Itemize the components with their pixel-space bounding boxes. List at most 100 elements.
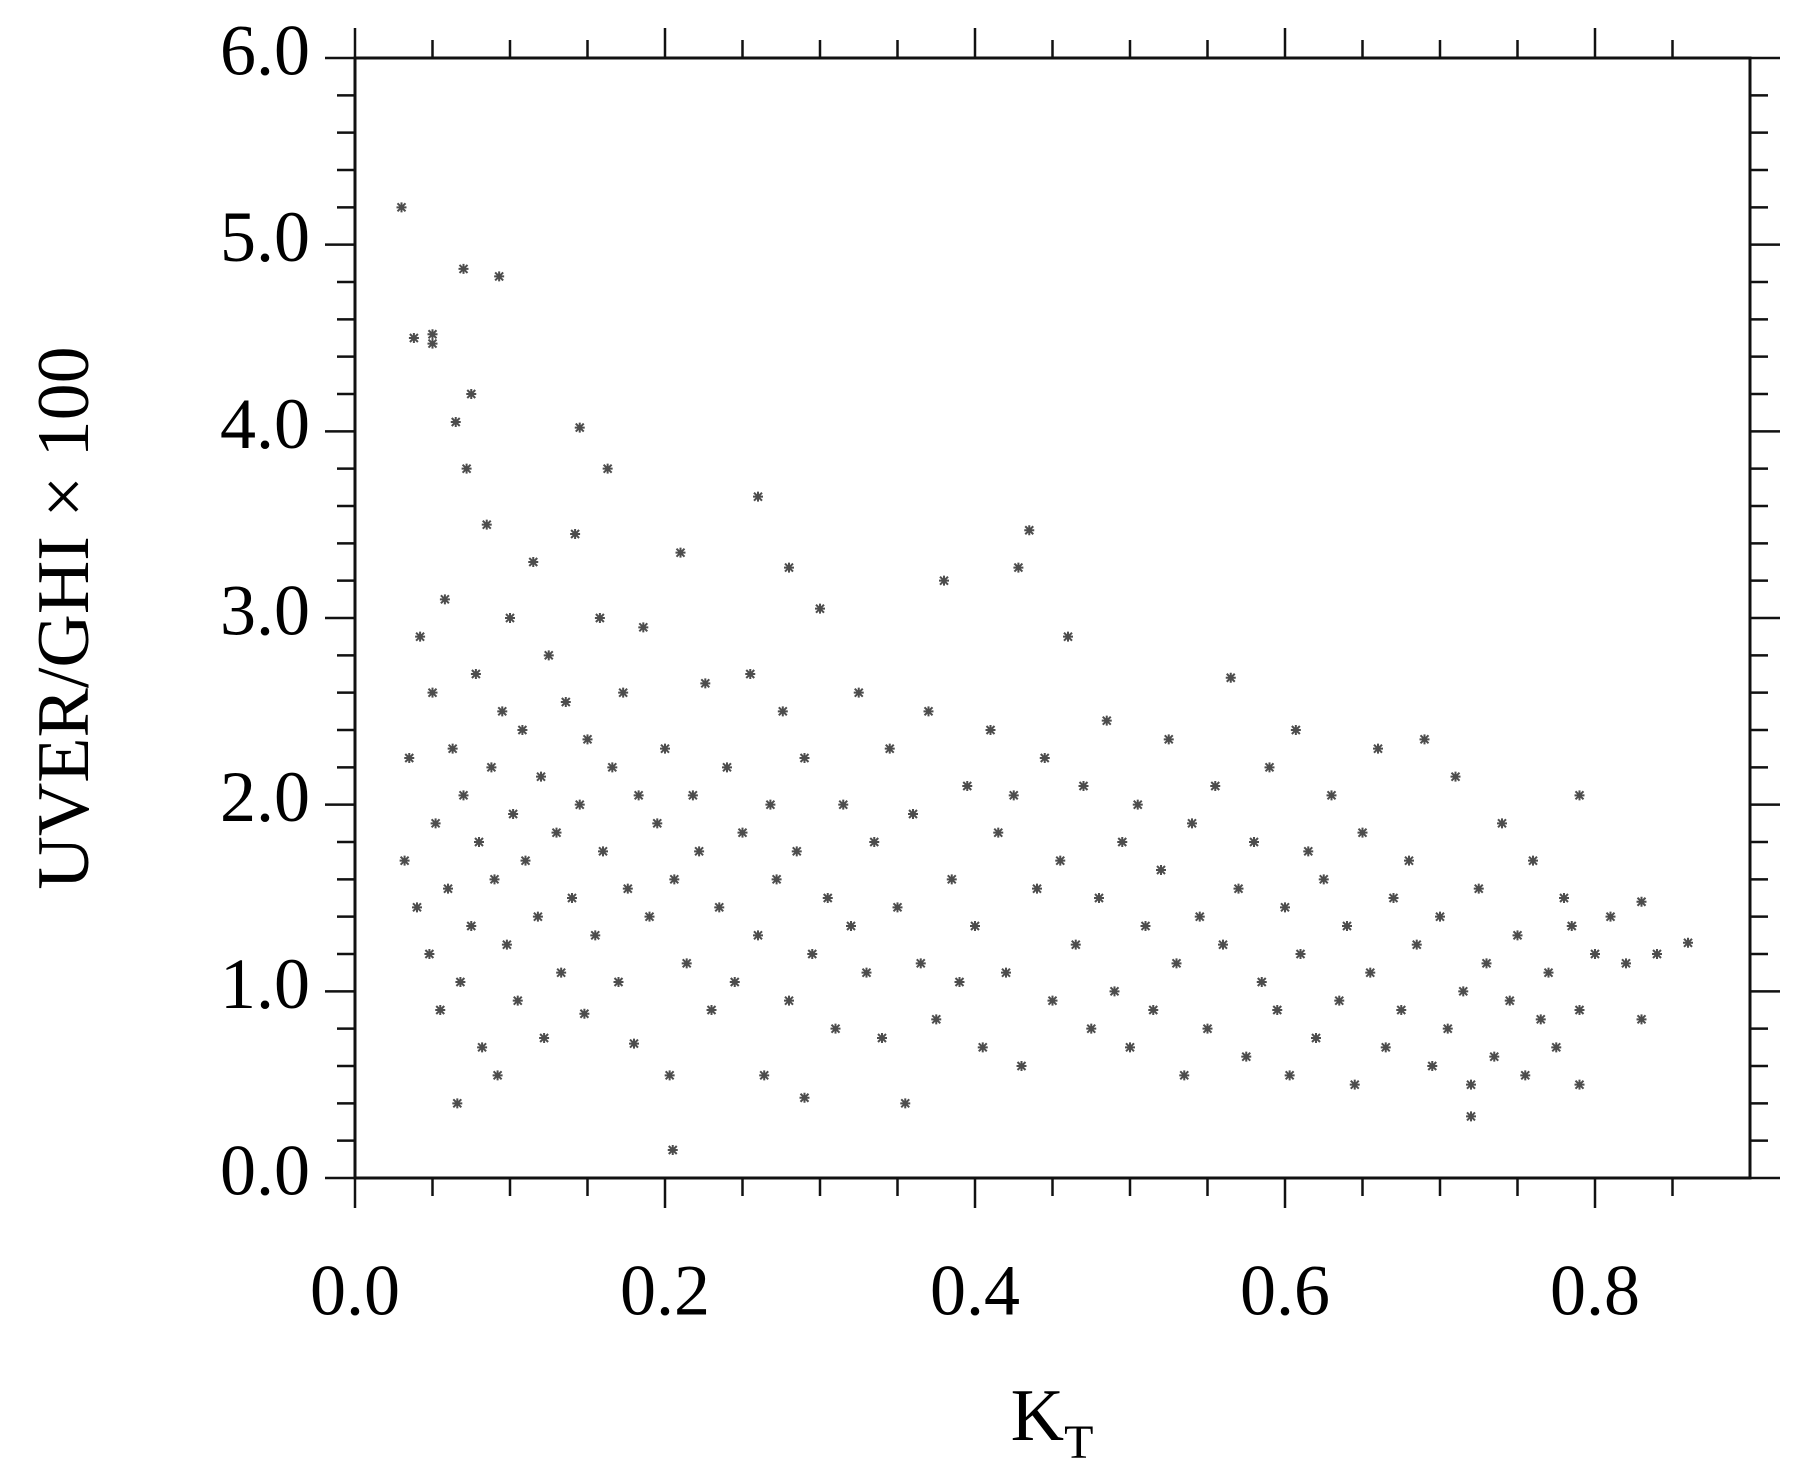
scatter-point	[869, 837, 880, 847]
scatter-point	[667, 1145, 678, 1155]
scatter-point	[570, 529, 581, 539]
scatter-point	[784, 995, 794, 1006]
scatter-point	[765, 799, 776, 810]
scatter-point	[629, 1038, 639, 1049]
scatter-point	[759, 1070, 770, 1081]
scatter-point	[915, 958, 926, 969]
scatter-point	[1256, 977, 1267, 987]
scatter-point	[954, 977, 965, 987]
scatter-point	[946, 874, 957, 885]
scatter-point	[1241, 1051, 1252, 1062]
scatter-point	[466, 921, 477, 931]
scatter-point	[1419, 734, 1430, 745]
y-axis-label: UVER/GHI × 100	[23, 346, 105, 889]
scatter-point	[993, 827, 1004, 838]
scatter-point	[443, 883, 453, 894]
scatter-point	[681, 958, 692, 969]
scatter-point	[508, 809, 519, 819]
x-tick-label: 0.4	[930, 1251, 1020, 1331]
y-tick-label: 4.0	[220, 384, 310, 464]
scatter-point	[1535, 1014, 1546, 1025]
scatter-point	[1326, 790, 1337, 801]
scatter-point	[1210, 781, 1221, 791]
scatter-point	[1156, 865, 1166, 875]
scatter-point	[497, 706, 508, 717]
scatter-point	[607, 762, 618, 773]
scatter-point	[644, 911, 655, 922]
scatter-point	[939, 575, 949, 586]
scatter-point	[1357, 827, 1368, 838]
scatter-point	[694, 846, 705, 857]
scatter-point	[1016, 1061, 1027, 1071]
scatter-point	[1284, 1070, 1295, 1081]
scatter-point	[528, 557, 539, 567]
scatter-point	[427, 687, 438, 698]
scatter-point	[1574, 1079, 1585, 1090]
scatter-point	[396, 202, 407, 213]
scatter-point	[492, 1070, 503, 1081]
scatter-point	[579, 1008, 590, 1019]
scatter-point	[1574, 1005, 1585, 1015]
scatter-point	[846, 921, 856, 931]
y-tick-label: 3.0	[220, 571, 310, 651]
scatter-point	[458, 790, 469, 801]
scatter-point	[1171, 958, 1182, 969]
y-tick-label: 5.0	[220, 197, 310, 277]
scatter-point	[486, 762, 497, 773]
scatter-point	[1233, 883, 1244, 894]
scatter-point	[714, 902, 725, 913]
plot-frame	[353, 56, 1752, 1180]
scatter-point	[1179, 1070, 1190, 1081]
scatter-point	[602, 463, 613, 474]
scatter-point	[1008, 790, 1019, 801]
scatter-point	[900, 1098, 911, 1109]
scatter-point	[622, 883, 633, 894]
scatter-point	[830, 1023, 841, 1034]
scatter-point	[1187, 818, 1197, 829]
scatter-point	[1652, 949, 1662, 959]
scatter-point	[807, 949, 818, 959]
x-axis-label-main: K	[1011, 1375, 1064, 1457]
scatter-point	[977, 1042, 988, 1053]
scatter-point	[985, 725, 996, 735]
scatter-point	[1380, 1042, 1391, 1053]
scatter-point	[1272, 1005, 1283, 1015]
scatter-point	[1396, 1005, 1407, 1015]
y-tick-label: 1.0	[220, 944, 310, 1024]
scatter-point	[970, 921, 980, 931]
scatter-point	[745, 669, 756, 679]
x-axis-label: KT	[1011, 1375, 1094, 1469]
scatter-point	[706, 1005, 717, 1015]
scatter-point	[799, 753, 810, 763]
scatter-point	[1636, 896, 1647, 907]
scatter-point	[1411, 939, 1422, 950]
scatter-point	[1683, 937, 1693, 948]
scatter-point	[1078, 781, 1089, 791]
scatter-point	[481, 519, 492, 530]
x-tick-label: 0.0	[310, 1251, 400, 1331]
scatter-point	[1427, 1061, 1438, 1071]
scatter-point	[1094, 893, 1104, 903]
scatter-point	[427, 338, 438, 349]
scatter-point	[477, 1042, 488, 1053]
scatter-point	[551, 827, 562, 838]
scatter-point	[466, 389, 477, 399]
scatter-point	[861, 967, 872, 978]
scatter-point	[675, 547, 686, 558]
scatter-point	[430, 818, 441, 829]
scatter-point	[1559, 893, 1569, 903]
scatter-point	[1388, 893, 1399, 903]
scatter-point	[1024, 525, 1035, 536]
scatter-point	[560, 697, 571, 707]
scatter-point	[1543, 967, 1554, 978]
scatter-point	[1605, 911, 1616, 922]
x-axis-label-subscript: T	[1064, 1416, 1093, 1469]
scatter-point	[1194, 911, 1205, 922]
scatter-point	[1473, 883, 1484, 894]
scatter-point	[543, 650, 554, 661]
scatter-point	[424, 949, 435, 959]
scatter-point	[1163, 734, 1174, 745]
x-tick-label: 0.6	[1240, 1251, 1330, 1331]
